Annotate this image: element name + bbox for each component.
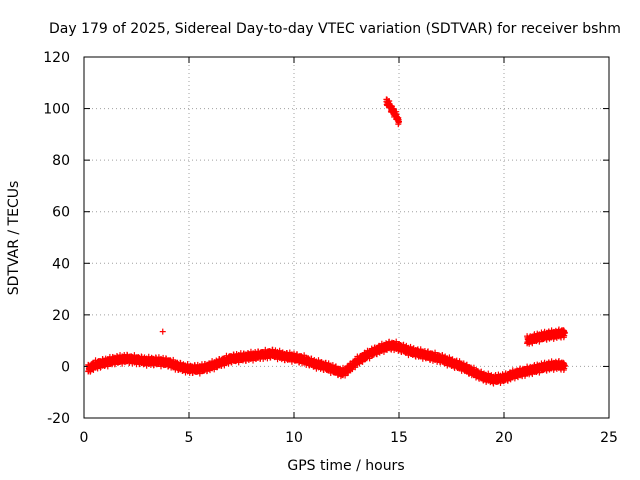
- y-tick-label: 100: [43, 102, 70, 118]
- chart-title: Day 179 of 2025, Sidereal Day-to-day VTE…: [49, 21, 621, 37]
- axis-ticks: 0 5 10 15 20 25 -20 0 20 40 60 80 100 120: [43, 50, 618, 446]
- y-tick-label: 0: [61, 359, 70, 375]
- x-tick-label: 15: [390, 430, 408, 446]
- y-tick-label: 120: [43, 50, 70, 66]
- x-tick-label: 0: [80, 430, 89, 446]
- y-tick-label: 60: [52, 205, 70, 221]
- data-points: [85, 96, 568, 387]
- y-tick-label: -20: [47, 411, 70, 427]
- series-outlier: [159, 328, 166, 335]
- data-point: [159, 328, 166, 335]
- y-tick-label: 20: [52, 308, 70, 324]
- x-axis-label: GPS time / hours: [287, 458, 404, 474]
- x-tick-label: 20: [495, 430, 513, 446]
- x-tick-label: 10: [285, 430, 303, 446]
- x-tick-label: 25: [600, 430, 618, 446]
- x-tick-label: 5: [185, 430, 194, 446]
- series-main-trace: [85, 338, 568, 387]
- y-tick-label: 40: [52, 256, 70, 272]
- series-upper-right-segment: [524, 326, 568, 347]
- y-axis-label: SDTVAR / TECUs: [6, 181, 22, 296]
- y-tick-label: 80: [52, 153, 70, 169]
